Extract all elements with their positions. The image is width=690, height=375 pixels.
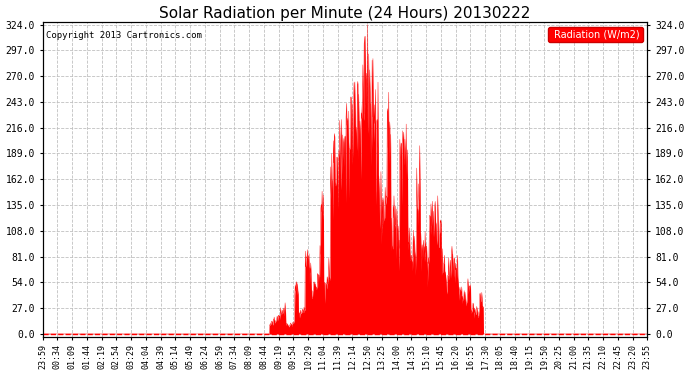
Text: Copyright 2013 Cartronics.com: Copyright 2013 Cartronics.com	[46, 31, 201, 40]
Legend: Radiation (W/m2): Radiation (W/m2)	[548, 27, 642, 42]
Title: Solar Radiation per Minute (24 Hours) 20130222: Solar Radiation per Minute (24 Hours) 20…	[159, 6, 531, 21]
